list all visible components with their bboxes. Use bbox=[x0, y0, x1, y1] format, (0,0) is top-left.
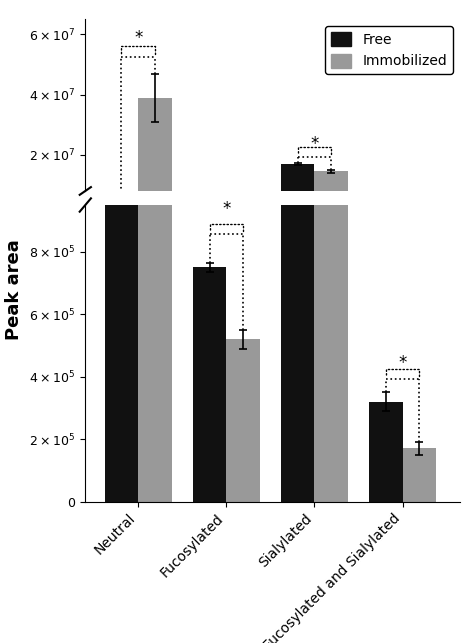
Bar bbox=[369, 214, 402, 215]
Bar bbox=[281, 0, 314, 502]
Text: Peak area: Peak area bbox=[5, 239, 23, 340]
Text: *: * bbox=[134, 29, 142, 47]
Bar bbox=[314, 172, 348, 215]
Bar bbox=[226, 213, 260, 215]
Bar bbox=[138, 98, 172, 215]
Bar bbox=[138, 0, 172, 502]
Bar bbox=[226, 340, 260, 502]
Text: *: * bbox=[398, 354, 407, 372]
Bar bbox=[105, 0, 138, 502]
Bar bbox=[105, 194, 138, 215]
Bar bbox=[193, 267, 226, 502]
Text: *: * bbox=[310, 135, 319, 153]
Bar bbox=[193, 213, 226, 215]
Bar bbox=[314, 0, 348, 502]
Legend: Free, Immobilized: Free, Immobilized bbox=[325, 26, 453, 74]
Bar bbox=[402, 448, 436, 502]
Bar bbox=[369, 402, 402, 502]
Text: *: * bbox=[222, 200, 230, 218]
Bar bbox=[281, 164, 314, 215]
